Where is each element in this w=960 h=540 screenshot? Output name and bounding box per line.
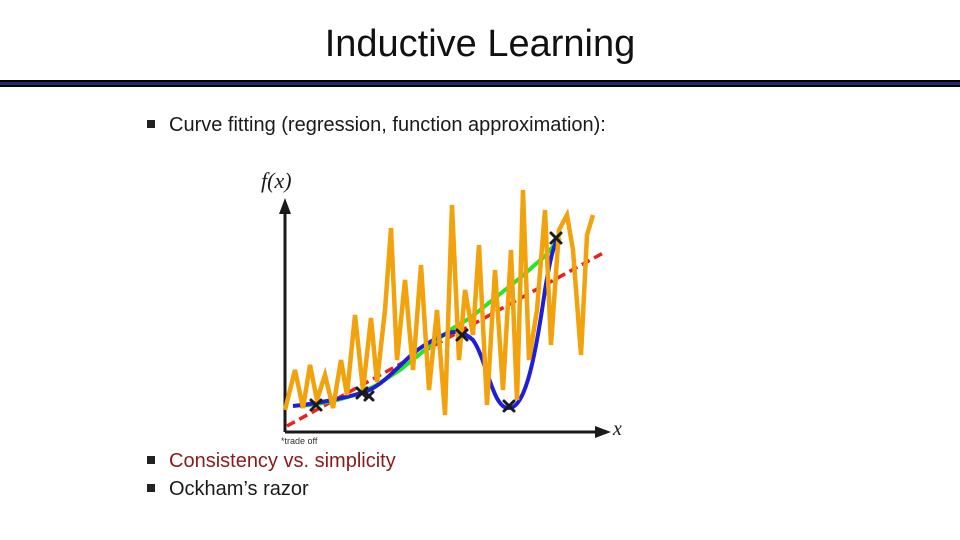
bullet-mark-icon <box>147 456 155 464</box>
bullet-mark-icon <box>147 120 155 128</box>
bullet-ockham: Ockham’s razor <box>147 476 309 502</box>
x-axis-label: x <box>612 418 622 440</box>
y-axis-label: f(x) <box>261 168 292 193</box>
title-rule-accent <box>0 82 960 85</box>
tradeoff-note: *trade off <box>281 436 318 446</box>
y-axis-arrow-icon <box>279 198 291 214</box>
data-points <box>309 231 563 413</box>
slide-title: Inductive Learning <box>324 23 636 65</box>
x-mark-icon <box>355 386 369 400</box>
bullet-text: Curve fitting (regression, function appr… <box>169 114 606 136</box>
x-mark-icon <box>455 328 469 342</box>
bullet-consistency: Consistency vs. simplicity <box>147 448 396 474</box>
curve-fitting-figure: f(x) x <box>261 168 622 440</box>
bullet-curve-fitting: Curve fitting (regression, function appr… <box>147 112 606 138</box>
bullet-text: Ockham’s razor <box>169 478 309 500</box>
x-mark-icon <box>363 390 375 402</box>
x-mark-icon <box>309 398 323 412</box>
x-axis-arrow-icon <box>595 426 611 438</box>
x-mark-icon <box>502 399 516 413</box>
x-mark-icon <box>549 231 563 245</box>
bullet-mark-icon <box>147 484 155 492</box>
overfit-line <box>282 189 596 416</box>
bullet-text: Consistency vs. simplicity <box>169 450 396 472</box>
